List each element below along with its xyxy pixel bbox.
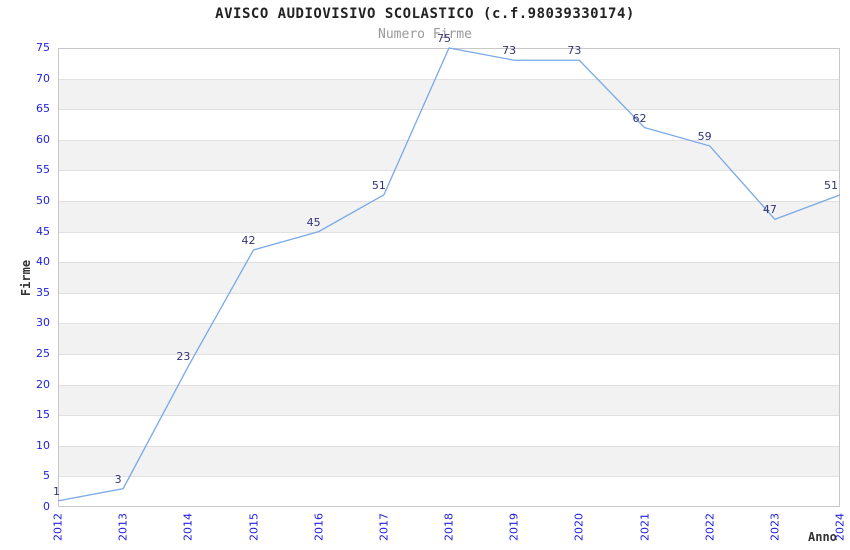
grid-band [58,201,840,232]
y-tick-label: 5 [43,469,50,483]
point-value-label: 23 [176,350,191,364]
point-value-label: 59 [697,129,712,143]
point-value-label: 51 [824,178,838,192]
chart-subtitle: Numero Firme [378,27,472,42]
gridline [58,323,840,325]
gridline [58,292,840,294]
grid-band [58,170,840,201]
y-tick-label: 20 [36,377,50,391]
y-tick-label: 60 [36,132,50,146]
y-tick-label: 40 [36,255,50,269]
grid-band [58,78,840,110]
grid-band [58,48,840,79]
gridline [58,384,840,386]
grid-band [58,109,840,140]
point-value-label: 42 [241,233,256,247]
y-tick-label: 45 [36,224,50,238]
gridline [58,231,840,233]
y-tick-label: 0 [43,500,50,513]
grid-band [58,262,840,293]
point-value-label: 45 [306,215,321,229]
grid-band [58,354,840,385]
gridline [58,415,840,417]
x-axis-title: Anno [808,530,837,544]
y-tick-label: 55 [36,163,50,177]
point-value-label: 73 [567,44,582,58]
grid-band [58,476,840,507]
gridline [58,262,840,264]
gridline [58,170,840,172]
gridline [58,445,840,447]
y-tick-label: 15 [36,408,50,422]
y-tick-label: 30 [36,316,50,330]
chart-title: AVISCO AUDIOVISIVO SCOLASTICO (c.f.98039… [215,6,635,22]
y-tick-label: 75 [36,41,50,54]
grid-band [58,415,840,446]
y-tick-label: 35 [36,285,50,299]
grid-band [58,139,840,171]
point-value-label: 73 [502,44,517,58]
gridline [58,78,840,80]
y-tick-label: 65 [36,102,50,116]
gridline [58,139,840,141]
point-value-label: 51 [371,178,386,192]
point-value-label: 1 [53,484,60,498]
point-value-label: 3 [114,472,122,486]
gridline [58,201,840,202]
grid-band [58,231,840,263]
gridline [58,476,840,478]
grid-band [58,384,840,416]
point-value-label: 47 [762,203,777,217]
y-tick-label: 50 [36,194,50,207]
point-value-label: 75 [437,32,451,45]
grid-band [58,292,840,324]
grid-band [58,445,840,477]
gridline [58,354,840,355]
y-tick-label: 70 [36,71,50,85]
point-value-label: 62 [632,111,647,125]
gridline [58,109,840,111]
y-tick-label: 25 [36,347,50,360]
grid-band [58,323,840,354]
y-tick-label: 10 [36,438,50,452]
plot-area [58,48,840,507]
